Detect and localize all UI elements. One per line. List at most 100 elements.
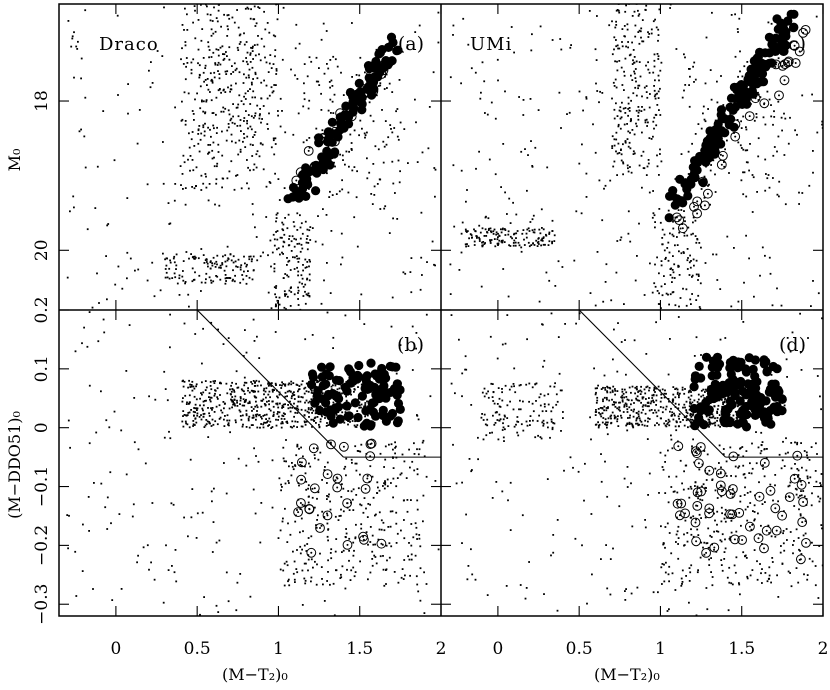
candidate-open-circle-center [775,63,777,66]
star-dot [215,96,218,99]
star-dot [508,244,510,247]
star-dot [792,552,794,555]
star-dot [303,98,306,101]
star-dot [300,446,302,449]
star-dot [272,388,274,391]
star-dot [226,177,229,180]
star-dot [352,541,355,544]
star-dot [432,71,435,74]
star-dot [613,328,615,331]
star-dot [300,274,303,277]
star-dot [252,78,254,80]
star-dot [262,105,265,107]
star-dot [596,399,599,402]
star-dot [518,408,520,411]
star-dot [536,241,539,244]
star-dot [653,214,656,217]
star-dot [764,189,767,192]
star-dot [336,388,339,391]
star-dot [525,232,528,235]
star-dot [599,407,602,409]
star-dot [799,351,802,353]
star-dot [532,214,535,217]
star-dot [388,542,391,545]
star-dot [808,481,810,484]
star-dot [751,442,753,445]
star-dot [200,248,203,250]
star-dot [635,422,637,425]
star-dot [419,545,422,548]
star-dot [466,578,469,581]
star-dot [638,29,641,32]
star-dot [627,145,630,148]
star-dot [354,536,357,539]
star-dot [225,382,228,385]
star-dot [383,207,386,210]
star-dot [229,253,232,255]
star-dot [222,401,225,403]
star-dot [670,486,673,488]
star-dot [682,406,684,409]
star-dot [800,490,802,492]
star-dot [817,292,820,295]
giant-candidate-filled [327,117,337,127]
star-dot [581,143,583,146]
star-dot [680,209,683,211]
star-dot [109,471,112,474]
star-dot [742,321,745,323]
star-dot [602,300,605,303]
star-dot [296,421,299,423]
star-dot [199,404,201,407]
star-dot [408,542,410,544]
star-dot [652,135,654,138]
star-dot [210,396,213,399]
star-dot [786,539,788,541]
star-dot [323,516,326,518]
star-dot [633,152,636,155]
star-dot [622,107,625,110]
star-dot [808,459,811,461]
star-dot [403,460,406,463]
star-dot [676,388,679,391]
star-dot [202,404,205,407]
star-dot [325,214,328,216]
star-dot [639,389,642,392]
star-dot [692,420,695,422]
star-dot [658,292,660,295]
star-dot [604,460,606,463]
star-dot [514,241,517,244]
star-dot [297,261,300,263]
star-dot [279,125,282,128]
star-dot [622,161,624,164]
star-dot [213,156,215,159]
star-dot [762,467,764,470]
star-dot [402,499,405,502]
star-dot [288,465,290,468]
star-dot [716,510,719,513]
star-dot [262,415,265,417]
star-dot [258,7,261,9]
star-dot [263,393,265,396]
star-dot [226,277,229,279]
star-dot [189,169,191,172]
star-dot [578,162,581,165]
star-dot [202,124,205,127]
star-dot [252,391,255,393]
star-dot [670,434,672,437]
star-dot [665,561,667,564]
star-dot [185,65,187,68]
star-dot [250,381,252,383]
star-dot [360,383,363,386]
star-dot [642,167,645,169]
star-dot [396,532,399,535]
star-dot [636,395,639,398]
star-dot [633,133,636,136]
star-dot [292,572,295,575]
star-dot [648,409,651,412]
star-dot [490,382,493,385]
star-dot [352,509,355,511]
star-dot [265,413,268,416]
star-dot [394,192,396,194]
star-dot [339,514,342,517]
star-dot [623,396,625,399]
